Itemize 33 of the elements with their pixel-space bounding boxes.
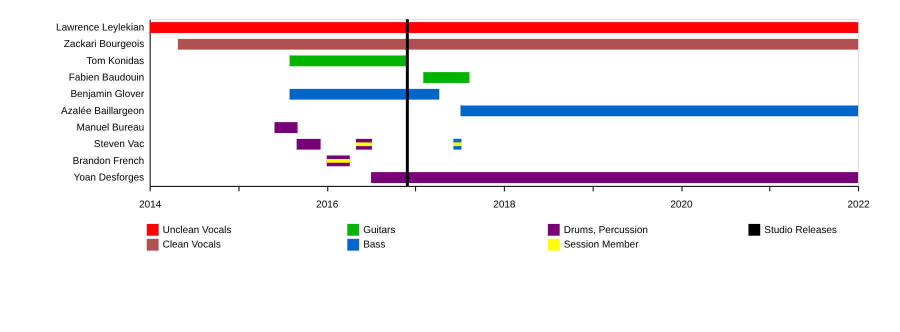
- legend-label: Session Member: [564, 240, 640, 251]
- y-tick-label: Yoan Desforges: [74, 172, 144, 184]
- y-tick-label: Fabien Baudouin: [68, 72, 144, 84]
- bar: [296, 138, 321, 150]
- x-tick-label: 2014: [139, 199, 162, 210]
- y-tick-label: Tom Konidas: [86, 56, 144, 67]
- x-tick-label: 2022: [848, 199, 870, 210]
- bar: [460, 105, 858, 116]
- y-tick-label: Steven Vac: [94, 139, 144, 150]
- x-tick-label: 2016: [316, 199, 339, 210]
- bar: [150, 22, 858, 33]
- bar: [290, 88, 440, 100]
- legend-label: Unclean Vocals: [162, 224, 232, 236]
- bar: [423, 72, 470, 83]
- bar: [453, 142, 462, 146]
- x-tick-label: 2018: [493, 199, 516, 210]
- bar: [356, 142, 372, 146]
- bar: [326, 159, 350, 163]
- y-tick-label: Zackari Bourgeois: [64, 39, 144, 50]
- bar: [371, 172, 858, 183]
- y-tick-label: Benjamin Glover: [70, 89, 145, 100]
- x-tick-label: 2020: [670, 199, 694, 210]
- y-tick-label: Manuel Bureau: [76, 122, 144, 134]
- legend-label: Drums, Percussion: [564, 224, 648, 236]
- bar: [178, 38, 858, 50]
- legend-label: Bass: [363, 240, 386, 251]
- bar: [274, 122, 298, 133]
- y-tick-label: Lawrence Leylekian: [56, 22, 144, 34]
- y-tick-label: Brandon French: [72, 156, 144, 167]
- y-tick-label: Azalée Baillargeon: [61, 106, 144, 117]
- legend-label: Studio Releases: [764, 224, 837, 236]
- legend-label: Guitars: [363, 224, 396, 236]
- legend-label: Clean Vocals: [162, 240, 221, 251]
